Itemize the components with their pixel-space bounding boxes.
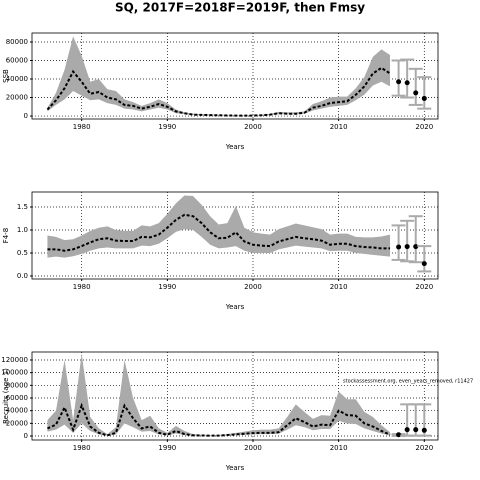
y-tick-label: 40000 xyxy=(6,75,28,83)
plot-frame xyxy=(31,191,439,280)
y-tick-label: 20000 xyxy=(6,94,28,102)
x-tick-label: 2000 xyxy=(244,283,262,291)
x-tick-label: 1990 xyxy=(158,123,176,131)
estimate-line xyxy=(47,213,391,252)
y-tick-label: 80000 xyxy=(6,38,28,46)
x-axis-label: Years xyxy=(225,303,245,311)
y-tick-label: 100000 xyxy=(1,369,28,377)
x-tick-label: 2010 xyxy=(330,283,348,291)
projection-point xyxy=(413,90,419,96)
x-tick-label: 1980 xyxy=(73,283,91,291)
y-axis-label: SSB xyxy=(2,69,10,83)
x-tick-label: 1990 xyxy=(158,444,176,452)
x-tick-label: 2000 xyxy=(244,123,262,131)
projection-point xyxy=(396,244,402,250)
x-tick-label: 1980 xyxy=(73,444,91,452)
x-tick-label: 1980 xyxy=(73,123,91,131)
x-tick-label: 2000 xyxy=(244,444,262,452)
projection-point xyxy=(421,261,427,267)
projection-point xyxy=(413,244,419,250)
y-tick-label: 1.5 xyxy=(17,203,28,211)
projection-point xyxy=(421,427,427,433)
y-tick-label: 0 xyxy=(24,112,28,120)
y-tick-label: 80000 xyxy=(6,381,28,389)
y-tick-label: 120000 xyxy=(1,356,28,364)
projection-point xyxy=(396,432,402,438)
plot-frame xyxy=(31,32,439,120)
y-tick-label: 20000 xyxy=(6,419,28,427)
x-axis-label: Years xyxy=(225,143,245,151)
x-tick-label: 2020 xyxy=(415,444,433,452)
y-tick-label: 0 xyxy=(24,432,28,440)
projection-point xyxy=(404,427,410,433)
projection-point xyxy=(404,244,410,250)
y-tick-label: 40000 xyxy=(6,407,28,415)
x-tick-label: 2010 xyxy=(330,123,348,131)
x-axis-label: Years xyxy=(225,464,245,472)
projection-point xyxy=(413,427,419,433)
confidence-band xyxy=(47,195,391,258)
y-tick-label: 60000 xyxy=(6,56,28,64)
y-axis-label: Recruits (age 1) xyxy=(2,368,10,424)
x-tick-label: 2020 xyxy=(415,123,433,131)
projection-point xyxy=(404,80,410,86)
estimate-line xyxy=(46,66,391,117)
y-tick-label: 0.0 xyxy=(17,272,28,280)
plot-frame xyxy=(31,351,439,441)
confidence-band xyxy=(47,353,391,436)
y-axis-label: F4-8 xyxy=(2,228,10,243)
y-tick-label: 0.5 xyxy=(17,249,28,257)
x-tick-label: 2020 xyxy=(415,283,433,291)
y-tick-label: 1.0 xyxy=(17,226,28,234)
projection-point xyxy=(421,95,427,101)
projection-point xyxy=(396,79,402,85)
x-tick-label: 1990 xyxy=(158,283,176,291)
annotation: stockassessment.org, even_years_removed,… xyxy=(343,379,473,385)
chart-title: SQ, 2017F=2018F=2019F, then Fmsy xyxy=(115,1,365,15)
estimate-line xyxy=(47,402,391,437)
y-tick-label: 60000 xyxy=(6,394,28,402)
x-tick-label: 2010 xyxy=(330,444,348,452)
